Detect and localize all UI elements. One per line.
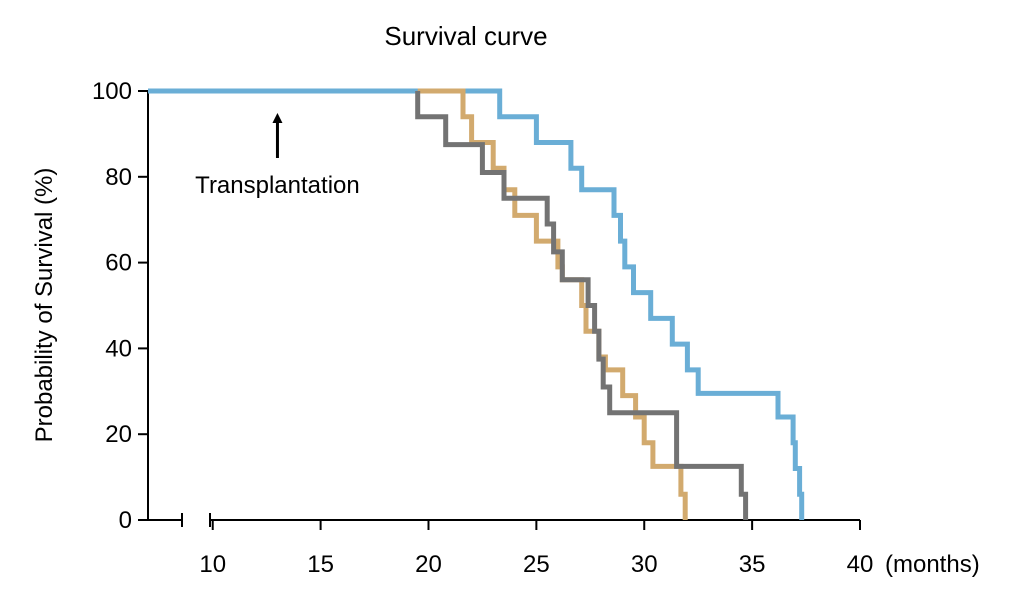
chart-title: Survival curve [384,21,547,51]
survival-series-line-3 [415,91,749,520]
x-tick-label: 15 [307,551,334,578]
survival-series-line-1 [148,88,805,520]
y-tick-label: 60 [105,250,132,277]
x-tick-label: 40 [847,551,874,578]
y-tick-label: 80 [105,164,132,191]
y-tick-label: 0 [119,507,132,534]
x-tick-label: 35 [739,551,766,578]
x-tick-label: 25 [523,551,550,578]
x-tick-label: 20 [415,551,442,578]
x-tick-label: 30 [631,551,658,578]
plot-area: 0 20 40 60 80 100 10 15 20 25 30 35 40 Transplantatio… [92,78,873,578]
y-tick-label: 20 [105,421,132,448]
series-layer [148,88,805,520]
x-tick-label: 10 [199,551,226,578]
y-axis-label: Probability of Survival (%) [31,168,58,443]
y-tick-label: 40 [105,335,132,362]
y-tick-label: 100 [92,78,132,105]
survival-series-line-2 [417,88,688,520]
x-unit-label: (months) [885,551,980,578]
annotation-label: Transplantation [195,172,360,199]
